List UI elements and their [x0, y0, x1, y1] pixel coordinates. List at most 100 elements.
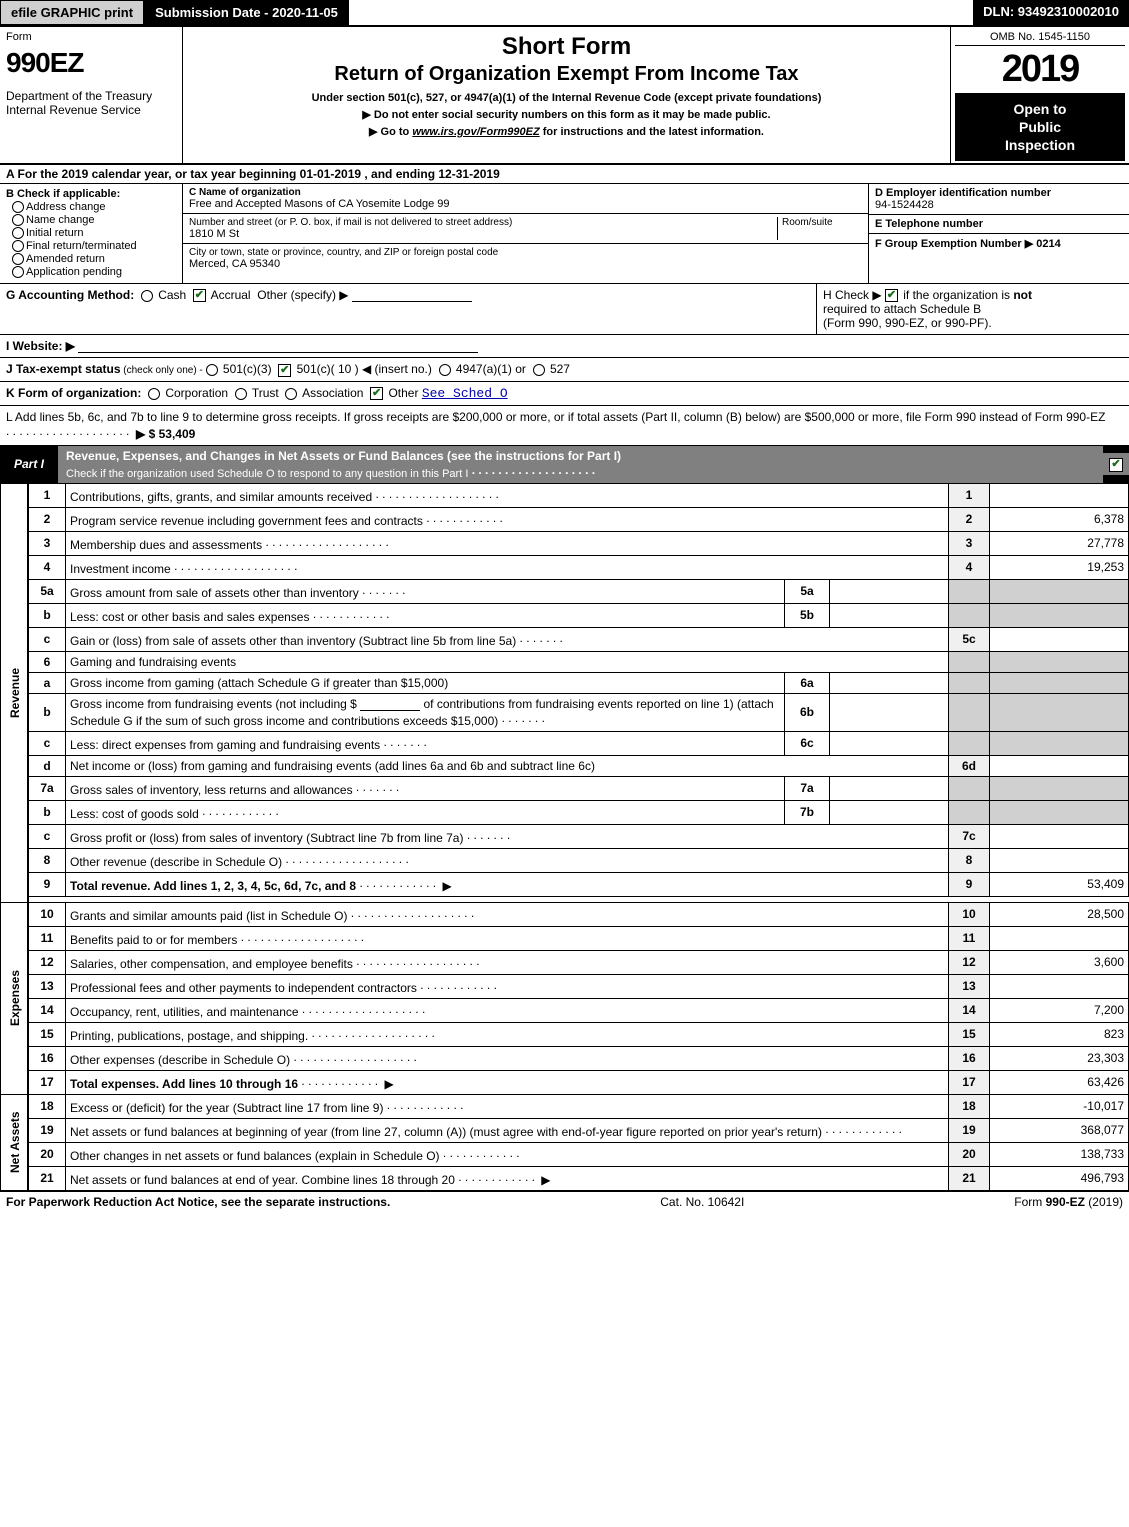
- form-word: Form: [6, 31, 176, 43]
- line-20: 20 Other changes in net assets or fund b…: [1, 1142, 1129, 1166]
- line-desc: Salaries, other compensation, and employ…: [70, 957, 353, 971]
- open-line3: Inspection: [955, 136, 1125, 154]
- grey-cell: [990, 603, 1129, 627]
- opt-corporation[interactable]: Corporation: [165, 386, 228, 400]
- line-9: 9 Total revenue. Add lines 1, 2, 3, 4, 5…: [1, 872, 1129, 896]
- sub-ref: 6c: [785, 731, 830, 755]
- opt-4947a1[interactable]: 4947(a)(1) or: [456, 362, 526, 376]
- see-sched-o-link[interactable]: See Sched O: [422, 386, 508, 401]
- line-desc: Net income or (loss) from gaming and fun…: [70, 759, 595, 773]
- line-num: 20: [28, 1142, 66, 1166]
- opt-accrual[interactable]: Accrual: [211, 288, 251, 302]
- line-amount: 27,778: [990, 531, 1129, 555]
- line-ref: 12: [949, 950, 990, 974]
- line-amount: 368,077: [990, 1118, 1129, 1142]
- line-desc: Investment income: [70, 562, 171, 576]
- fundraising-amount-input[interactable]: [360, 698, 420, 711]
- section-c-label: C Name of organization: [189, 187, 301, 198]
- under-section: Under section 501(c), 527, or 4947(a)(1)…: [189, 92, 944, 104]
- grey-cell: [949, 579, 990, 603]
- line-desc: Less: direct expenses from gaming and fu…: [70, 738, 380, 752]
- line-7c: c Gross profit or (loss) from sales of i…: [1, 824, 1129, 848]
- dots: . . . . . . . . . . . . . . . . . . .: [302, 1002, 425, 1016]
- line-desc: Total expenses. Add lines 10 through 16: [70, 1077, 298, 1091]
- line-ref: 4: [949, 555, 990, 579]
- lines-table: Revenue 1 Contributions, gifts, grants, …: [0, 483, 1129, 1191]
- short-form-title: Short Form: [189, 33, 944, 61]
- row-l-amount: ▶ $ 53,409: [136, 427, 195, 441]
- line-desc: Printing, publications, postage, and shi…: [70, 1029, 308, 1043]
- sub-amount: [830, 693, 949, 731]
- line-desc: Contributions, gifts, grants, and simila…: [70, 490, 372, 504]
- street-hint: Number and street (or P. O. box, if mail…: [189, 217, 777, 228]
- line-desc-pre: Gross income from fundraising events (no…: [70, 697, 360, 711]
- line-desc: Other expenses (describe in Schedule O): [70, 1053, 290, 1067]
- website-input[interactable]: [78, 340, 478, 353]
- line-ref: 3: [949, 531, 990, 555]
- dots: . . . . . . . . . . . . . . . . . . .: [312, 1026, 435, 1040]
- sub-ref: 6a: [785, 672, 830, 693]
- line-ref: 21: [949, 1166, 990, 1190]
- arrow-icon: ▶: [541, 1173, 550, 1187]
- checkbox-checked-icon[interactable]: ✔: [885, 289, 898, 302]
- line-desc: Gross sales of inventory, less returns a…: [70, 783, 353, 797]
- ein-value: 94-1524428: [875, 199, 934, 211]
- line-17: 17 Total expenses. Add lines 10 through …: [1, 1070, 1129, 1094]
- circle-icon: [12, 266, 24, 278]
- line-desc: Net assets or fund balances at beginning…: [70, 1125, 822, 1139]
- chk-amended-return[interactable]: Amended return: [12, 253, 176, 265]
- chk-initial-return[interactable]: Initial return: [12, 227, 176, 239]
- grey-cell: [949, 731, 990, 755]
- dots: . . . . . . . . . . . .: [458, 1170, 535, 1184]
- line-12: 12 Salaries, other compensation, and emp…: [1, 950, 1129, 974]
- line-amount: [990, 926, 1129, 950]
- opt-cash[interactable]: Cash: [158, 288, 186, 302]
- opt-association[interactable]: Association: [302, 386, 363, 400]
- line-ref: 19: [949, 1118, 990, 1142]
- line-desc: Gaming and fundraising events: [70, 655, 236, 669]
- arrow-icon: ▶: [384, 1077, 393, 1091]
- line-amount: 19,253: [990, 555, 1129, 579]
- opt-501c3[interactable]: 501(c)(3): [223, 362, 272, 376]
- grey-cell: [949, 776, 990, 800]
- dots: . . . . . . .: [467, 828, 510, 842]
- grey-cell: [990, 731, 1129, 755]
- dots: . . . . . . .: [502, 711, 545, 725]
- sub-ref: 7b: [785, 800, 830, 824]
- line-21: 21 Net assets or fund balances at end of…: [1, 1166, 1129, 1190]
- line-num: 4: [28, 555, 66, 579]
- sub-ref: 5b: [785, 603, 830, 627]
- chk-name-change[interactable]: Name change: [12, 214, 176, 226]
- other-specify-input[interactable]: [352, 289, 472, 302]
- grey-cell: [990, 672, 1129, 693]
- footer-form-no: 990-EZ: [1046, 1195, 1085, 1209]
- form-header: Form 990EZ Department of the Treasury In…: [0, 27, 1129, 165]
- line-ref: 7c: [949, 824, 990, 848]
- part1-subtitle: Check if the organization used Schedule …: [66, 468, 468, 480]
- dots: . . . . . . . . . . . .: [202, 804, 279, 818]
- line-ref: 15: [949, 1022, 990, 1046]
- circle-icon: [285, 388, 297, 400]
- line-num: 19: [28, 1118, 66, 1142]
- line-15: 15 Printing, publications, postage, and …: [1, 1022, 1129, 1046]
- line-18: Net Assets 18 Excess or (deficit) for th…: [1, 1094, 1129, 1118]
- chk-final-return[interactable]: Final return/terminated: [12, 240, 176, 252]
- opt-527[interactable]: 527: [550, 362, 570, 376]
- opt-501c[interactable]: 501(c)( 10 ) ◀ (insert no.): [297, 362, 432, 376]
- chk-address-change[interactable]: Address change: [12, 201, 176, 213]
- chk-application-pending[interactable]: Application pending: [12, 266, 176, 278]
- line-7a: 7a Gross sales of inventory, less return…: [1, 776, 1129, 800]
- line-19: 19 Net assets or fund balances at beginn…: [1, 1118, 1129, 1142]
- opt-other[interactable]: Other (specify) ▶: [257, 288, 348, 302]
- goto-instructions: ▶ Go to www.irs.gov/Form990EZ for instru…: [189, 125, 944, 138]
- line-amount: 23,303: [990, 1046, 1129, 1070]
- line-num: 10: [28, 902, 66, 926]
- efile-print-button[interactable]: efile GRAPHIC print: [0, 0, 144, 25]
- row-l-text: L Add lines 5b, 6c, and 7b to line 9 to …: [6, 410, 1105, 424]
- checkbox-checked-icon[interactable]: ✔: [1109, 458, 1123, 472]
- irs-form-link[interactable]: www.irs.gov/Form990EZ: [412, 126, 539, 138]
- opt-trust[interactable]: Trust: [252, 386, 279, 400]
- line-6d: d Net income or (loss) from gaming and f…: [1, 755, 1129, 776]
- submission-date-button[interactable]: Submission Date - 2020-11-05: [144, 0, 349, 25]
- circle-icon: [12, 240, 24, 252]
